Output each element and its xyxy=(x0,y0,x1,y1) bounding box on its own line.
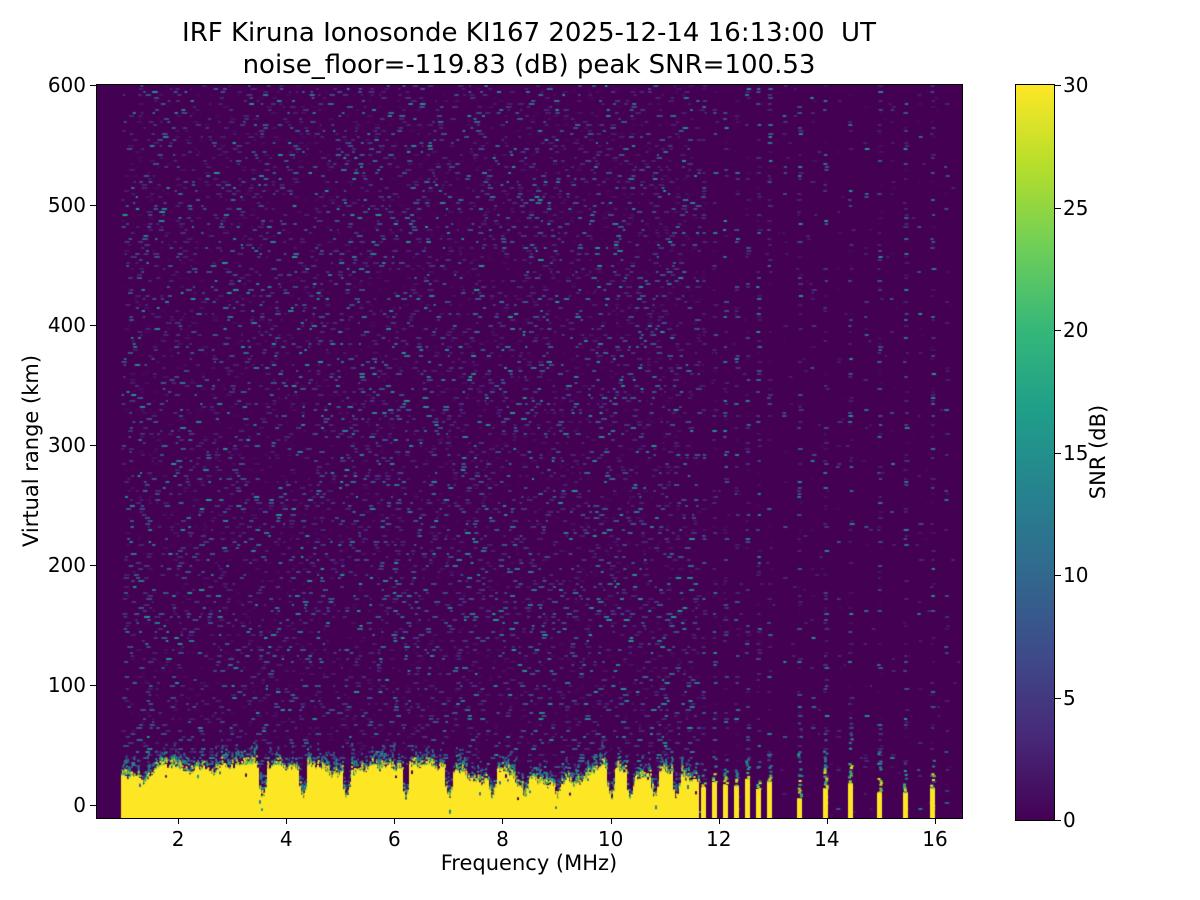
colorbar-tick-mark xyxy=(1055,575,1061,576)
colorbar-label: SNR (dB) xyxy=(1086,404,1110,500)
colorbar-tick-label: 30 xyxy=(1063,73,1089,97)
y-tick-mark xyxy=(90,204,96,206)
colorbar-tick-label: 5 xyxy=(1063,685,1076,710)
y-tick-mark xyxy=(90,444,96,446)
heatmap-plot-area xyxy=(96,84,963,819)
y-axis-label: Virtual range (km) xyxy=(19,354,43,548)
x-tick-mark xyxy=(502,818,504,824)
x-tick-mark xyxy=(610,818,612,824)
figure-title: IRF Kiruna Ionosonde KI167 2025-12-14 16… xyxy=(182,18,876,48)
x-tick-label: 14 xyxy=(814,827,840,851)
colorbar-tick-mark xyxy=(1055,330,1061,331)
y-tick-mark xyxy=(90,564,96,566)
x-tick-mark xyxy=(286,818,288,824)
x-tick-label: 12 xyxy=(705,827,732,851)
colorbar-tick-label: 0 xyxy=(1063,808,1076,832)
ionogram-heatmap-canvas xyxy=(97,85,962,818)
x-tick-label: 10 xyxy=(597,827,624,851)
y-tick-label: 500 xyxy=(47,192,86,217)
colorbar-tick-label: 25 xyxy=(1063,195,1089,220)
y-tick-mark xyxy=(90,684,96,686)
colorbar-tick-mark xyxy=(1055,697,1061,699)
colorbar-tick-label: 20 xyxy=(1063,318,1089,342)
figure-subtitle: noise_floor=-119.83 (dB) peak SNR=100.53 xyxy=(242,50,816,80)
x-tick-label: 16 xyxy=(922,827,948,851)
y-tick-mark xyxy=(90,804,96,806)
x-tick-label: 6 xyxy=(387,827,401,851)
x-tick-mark xyxy=(178,818,180,824)
y-tick-label: 0 xyxy=(73,792,86,817)
x-tick-mark xyxy=(934,818,936,824)
x-axis-label: Frequency (MHz) xyxy=(440,851,618,875)
colorbar-tick-label: 15 xyxy=(1063,440,1089,465)
colorbar-tick-label: 10 xyxy=(1063,563,1089,587)
x-tick-label: 8 xyxy=(496,827,509,851)
y-tick-mark xyxy=(90,85,96,86)
colorbar-tick-mark xyxy=(1055,85,1061,86)
y-tick-label: 100 xyxy=(47,672,86,697)
y-tick-label: 300 xyxy=(47,432,86,457)
y-tick-mark xyxy=(90,324,96,326)
y-tick-label: 600 xyxy=(47,73,86,97)
y-tick-label: 200 xyxy=(47,552,86,577)
x-tick-mark xyxy=(394,818,396,824)
colorbar-tick-mark xyxy=(1055,820,1061,821)
x-tick-mark xyxy=(826,818,828,824)
x-tick-mark xyxy=(718,818,720,824)
colorbar-tick-mark xyxy=(1055,207,1061,209)
y-tick-label: 400 xyxy=(47,312,86,337)
colorbar xyxy=(1015,84,1055,821)
x-tick-label: 4 xyxy=(279,827,293,851)
colorbar-tick-mark xyxy=(1055,452,1061,454)
x-tick-label: 2 xyxy=(171,827,185,851)
colorbar-gradient xyxy=(1016,85,1054,820)
